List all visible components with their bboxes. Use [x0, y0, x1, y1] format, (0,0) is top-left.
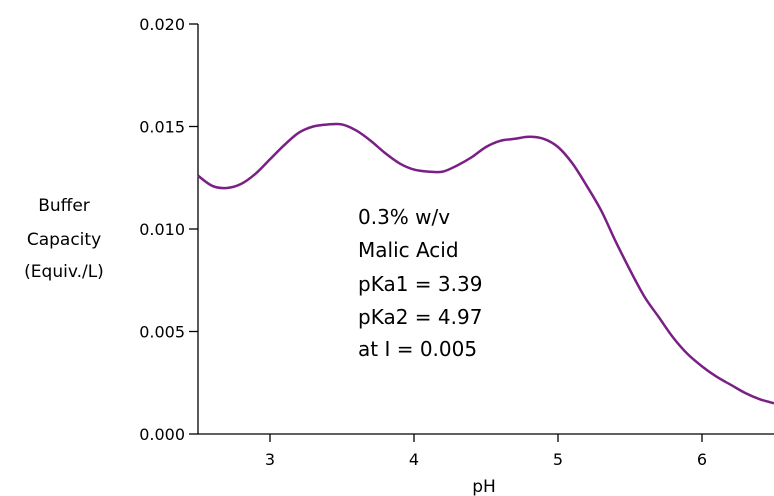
x-axis-title: pH — [472, 477, 496, 496]
y-axis-title-line-2: Capacity — [27, 230, 101, 250]
y-tick-label: 0.005 — [139, 323, 185, 342]
y-axis: 0.000 0.005 0.010 0.015 0.020 — [139, 15, 198, 444]
y-tick-label: 0.015 — [139, 118, 185, 137]
annotation-line-compound: Malic Acid — [358, 238, 459, 262]
x-tick-label: 3 — [265, 450, 275, 469]
x-axis: 3 4 5 6 — [198, 434, 774, 469]
annotation-block: 0.3% w/v Malic Acid pKa1 = 3.39 pKa2 = 4… — [358, 205, 482, 361]
annotation-line-concentration: 0.3% w/v — [358, 205, 450, 229]
y-axis-title-line-1: Buffer — [38, 196, 90, 216]
x-tick-label: 6 — [697, 450, 707, 469]
y-tick-label: 0.010 — [139, 220, 185, 239]
annotation-line-pka1: pKa1 = 3.39 — [358, 272, 482, 296]
y-axis-title-line-3: (Equiv./L) — [24, 262, 104, 282]
y-tick-label: 0.000 — [139, 425, 185, 444]
x-tick-label: 4 — [409, 450, 419, 469]
buffer-capacity-curve — [198, 124, 774, 403]
x-tick-label: 5 — [553, 450, 563, 469]
y-axis-title: Buffer Capacity (Equiv./L) — [24, 196, 104, 282]
annotation-line-ionic-strength: at I = 0.005 — [358, 337, 477, 361]
y-tick-label: 0.020 — [139, 15, 185, 34]
annotation-line-pka2: pKa2 = 4.97 — [358, 305, 482, 329]
